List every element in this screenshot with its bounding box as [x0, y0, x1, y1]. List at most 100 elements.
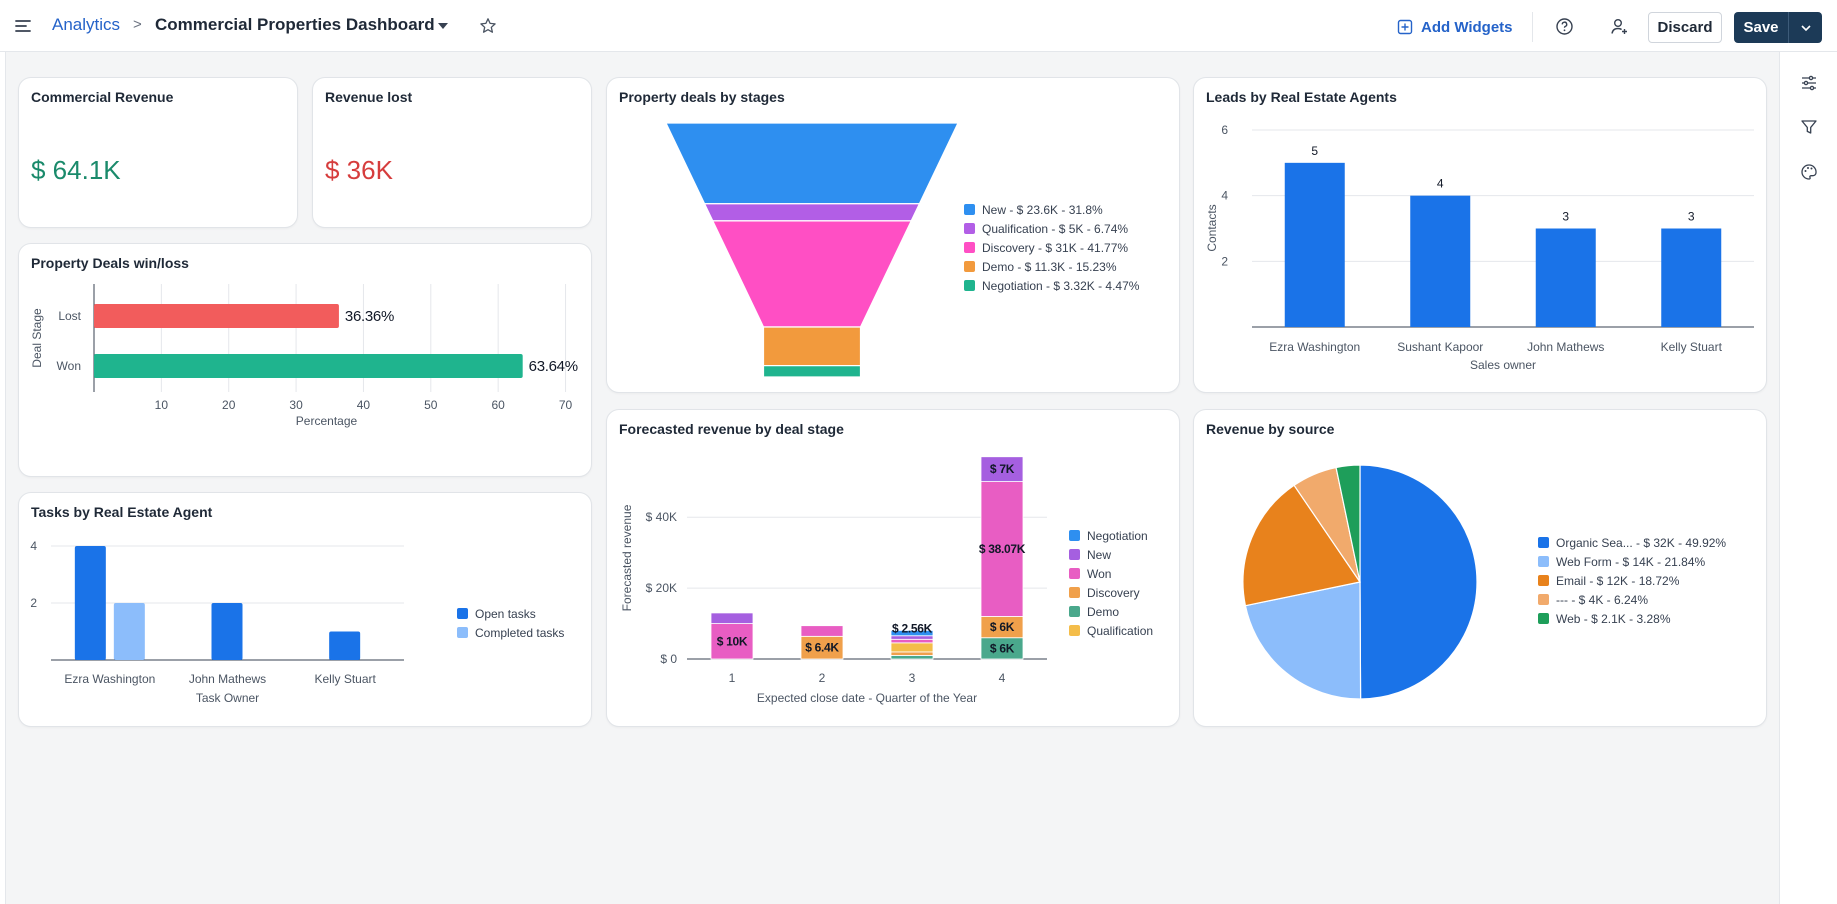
data-label: 3 — [1562, 210, 1569, 224]
win-loss-chart: 10 20 30 40 50 60 70 Lost 36.36% Won 63.64% Percent… — [19, 244, 593, 478]
widget-deals-by-stages[interactable]: Property deals by stages New - $ 23.6K -… — [606, 77, 1180, 393]
widget-deals-win-loss[interactable]: Property Deals win/loss 10 20 30 40 50 60 70 Lo… — [18, 243, 592, 477]
menu-icon[interactable] — [14, 18, 32, 34]
legend-label: Qualification - $ 5K - 6.74% — [982, 222, 1128, 236]
x-tick-label: 40 — [357, 398, 371, 412]
legend-label: --- - $ 4K - 6.24% — [1556, 593, 1648, 607]
y-tick-label: 6 — [1221, 123, 1228, 137]
save-dropdown-toggle[interactable] — [1789, 23, 1822, 33]
help-icon[interactable] — [1555, 17, 1574, 36]
funnel-segment-discovery — [713, 221, 911, 327]
bar-segment-new — [891, 636, 933, 640]
save-label: Save — [1734, 19, 1788, 36]
widget-title: Revenue lost — [325, 89, 412, 105]
x-tick-label: Ezra Washington — [1269, 340, 1360, 354]
y-tick-label: $ 0 — [660, 652, 677, 666]
x-axis-title: Task Owner — [196, 691, 259, 705]
legend-swatch — [457, 608, 468, 619]
legend-swatch — [1538, 613, 1549, 624]
tasks-chart: 24Ezra Washington John Mathews Kelly Stuar… — [19, 493, 593, 728]
widget-title: Commercial Revenue — [31, 89, 173, 105]
palette-icon[interactable] — [1800, 163, 1818, 181]
x-tick-label: 3 — [909, 671, 916, 685]
legend-label: Email - $ 12K - 18.72% — [1556, 574, 1680, 588]
bar-segment-won — [891, 639, 933, 643]
widget-revenue-by-source[interactable]: Revenue by source Organic Sea... - $ 32K… — [1193, 409, 1767, 727]
legend-swatch — [964, 261, 975, 272]
widget-forecasted-revenue[interactable]: Forecasted revenue by deal stage $ 0 $ 20… — [606, 409, 1180, 727]
data-label: 5 — [1311, 144, 1318, 158]
bar-segment-new — [711, 613, 753, 624]
bar — [1536, 229, 1596, 328]
data-label: 3 — [1688, 210, 1695, 224]
legend-label: Won — [1087, 567, 1111, 581]
discard-button[interactable]: Discard — [1648, 12, 1722, 43]
y-tick-label: 4 — [1221, 189, 1228, 203]
funnel-segment-demo — [764, 327, 861, 366]
legend-label: Demo — [1087, 605, 1119, 619]
data-label: 36.36% — [345, 308, 394, 325]
data-label: $ 38.07K — [979, 542, 1026, 556]
legend-label: Qualification — [1087, 624, 1153, 638]
x-axis-title: Expected close date - Quarter of the Yea… — [757, 691, 977, 705]
legend-swatch — [1069, 625, 1080, 636]
leads-chart: 2465Ezra Washington4Sushant Kapoor3John … — [1194, 78, 1768, 394]
y-tick-label: $ 40K — [646, 510, 677, 524]
chevron-down-icon — [1800, 23, 1812, 33]
pie-slice-organic-sea- — [1360, 465, 1477, 699]
legend-swatch — [1538, 575, 1549, 586]
x-tick-label: 20 — [222, 398, 236, 412]
kpi-value: $ 36K — [325, 155, 393, 186]
add-widgets-button[interactable]: Add Widgets — [1397, 16, 1513, 38]
x-tick-label: 60 — [491, 398, 505, 412]
bar-segment-qualification — [891, 643, 933, 652]
funnel-chart: New - $ 23.6K - 31.8% Qualification - $ 5… — [607, 78, 1181, 394]
bar-segment-discovery — [891, 652, 933, 656]
user-add-icon[interactable] — [1610, 17, 1629, 36]
legend-swatch — [1069, 549, 1080, 560]
legend-label: Negotiation - $ 3.32K - 4.47% — [982, 279, 1140, 293]
kpi-value: $ 64.1K — [31, 155, 121, 186]
widget-revenue-lost[interactable]: Revenue lost $ 36K — [312, 77, 592, 228]
add-widgets-label: Add Widgets — [1421, 19, 1513, 36]
legend-swatch — [964, 242, 975, 253]
widget-leads-by-agents[interactable]: Leads by Real Estate Agents 2 4 6 5 Ezra Was… — [1193, 77, 1767, 393]
bar — [1661, 229, 1721, 328]
legend-label: Demo - $ 11.3K - 15.23% — [982, 260, 1117, 274]
legend-swatch — [1538, 556, 1549, 567]
star-icon[interactable] — [479, 17, 497, 35]
divider — [1532, 12, 1533, 42]
x-tick-label: 4 — [999, 671, 1006, 685]
sliders-icon[interactable] — [1800, 74, 1818, 92]
funnel-segment-negotiation — [764, 366, 861, 377]
filter-icon[interactable] — [1800, 118, 1818, 136]
x-tick-label: Kelly Stuart — [314, 672, 376, 686]
y-axis-title: Contacts — [1205, 204, 1219, 251]
legend-swatch — [964, 280, 975, 291]
breadcrumb-separator: > — [133, 16, 142, 33]
bar — [1285, 163, 1345, 327]
x-tick-label: 50 — [424, 398, 438, 412]
widget-tasks-by-agent[interactable]: Tasks by Real Estate Agent 2 4 Ezra Washin… — [18, 492, 592, 727]
forecast-chart: $ 0 $ 20K $ 40K $ 10K 1 $ 6.4K 2 $ 2.56K 3 $ 7K $ … — [607, 410, 1181, 728]
x-axis-title: Sales owner — [1470, 358, 1536, 372]
legend-label: Web - $ 2.1K - 3.28% — [1556, 612, 1671, 626]
pie-chart: Organic Sea... - $ 32K - 49.92%Web Form … — [1194, 410, 1768, 728]
legend-swatch — [1069, 587, 1080, 598]
funnel-segment-new — [666, 123, 958, 204]
legend-label: Open tasks — [475, 607, 536, 621]
funnel-segment-qualification — [705, 204, 920, 221]
x-tick-label: 2 — [819, 671, 826, 685]
legend-label: Completed tasks — [475, 626, 564, 640]
widget-commercial-revenue[interactable]: Commercial Revenue $ 64.1K — [18, 77, 298, 228]
y-tick-label: 4 — [30, 539, 37, 553]
y-tick-label: Won — [57, 359, 81, 373]
chevron-down-icon[interactable] — [436, 20, 450, 32]
y-axis-title: Deal Stage — [30, 308, 44, 368]
add-widget-icon — [1397, 19, 1413, 35]
legend-label: Organic Sea... - $ 32K - 49.92% — [1556, 536, 1726, 550]
breadcrumb-analytics[interactable]: Analytics — [52, 15, 120, 35]
legend-swatch — [1069, 606, 1080, 617]
save-button[interactable]: Save — [1734, 12, 1822, 43]
y-tick-label: Lost — [58, 309, 81, 323]
